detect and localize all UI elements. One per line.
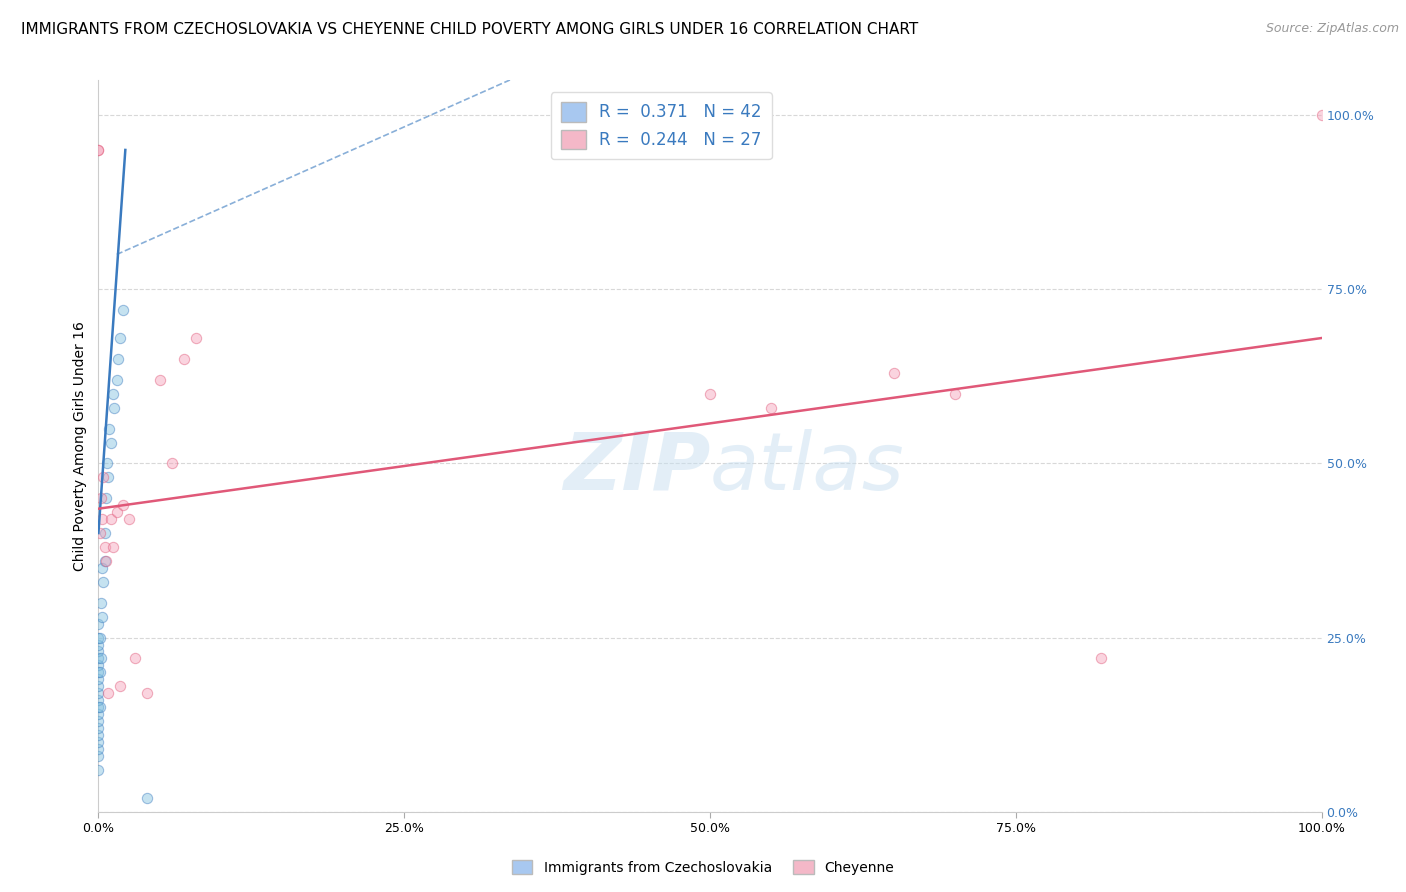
Point bbox=[110, 679, 132, 693]
Point bbox=[87, 742, 110, 756]
Point bbox=[103, 401, 125, 415]
Point bbox=[136, 686, 159, 700]
Point bbox=[124, 651, 146, 665]
Point bbox=[91, 561, 114, 575]
Point bbox=[91, 609, 114, 624]
Point bbox=[94, 554, 117, 568]
Text: IMMIGRANTS FROM CZECHOSLOVAKIA VS CHEYENNE CHILD POVERTY AMONG GIRLS UNDER 16 CO: IMMIGRANTS FROM CZECHOSLOVAKIA VS CHEYEN… bbox=[21, 22, 918, 37]
Legend: R =  0.371   N = 42, R =  0.244   N = 27: R = 0.371 N = 42, R = 0.244 N = 27 bbox=[551, 92, 772, 159]
Point bbox=[160, 457, 183, 471]
Point bbox=[91, 470, 114, 484]
Point bbox=[87, 143, 110, 157]
Point bbox=[883, 366, 905, 380]
Point bbox=[107, 351, 129, 366]
Point bbox=[87, 721, 110, 735]
Point bbox=[111, 303, 134, 318]
Point bbox=[943, 386, 966, 401]
Point bbox=[87, 665, 110, 680]
Point bbox=[87, 700, 110, 714]
Point bbox=[111, 498, 134, 512]
Point bbox=[93, 540, 115, 554]
Y-axis label: Child Poverty Among Girls Under 16: Child Poverty Among Girls Under 16 bbox=[73, 321, 87, 571]
Point bbox=[1090, 651, 1112, 665]
Point bbox=[87, 673, 110, 687]
Point bbox=[87, 631, 110, 645]
Point bbox=[87, 763, 110, 777]
Point bbox=[87, 638, 110, 652]
Point bbox=[1310, 108, 1333, 122]
Point bbox=[89, 631, 111, 645]
Point bbox=[97, 470, 120, 484]
Point bbox=[118, 512, 141, 526]
Point bbox=[90, 651, 112, 665]
Point bbox=[97, 686, 120, 700]
Point bbox=[100, 435, 122, 450]
Legend: Immigrants from Czechoslovakia, Cheyenne: Immigrants from Czechoslovakia, Cheyenne bbox=[506, 855, 900, 880]
Point bbox=[100, 512, 122, 526]
Point bbox=[87, 707, 110, 722]
Point bbox=[761, 401, 783, 415]
Point bbox=[105, 373, 128, 387]
Point bbox=[87, 714, 110, 728]
Point bbox=[149, 373, 172, 387]
Point bbox=[89, 665, 111, 680]
Point bbox=[101, 540, 124, 554]
Point bbox=[87, 679, 110, 693]
Point bbox=[90, 596, 112, 610]
Text: atlas: atlas bbox=[710, 429, 905, 507]
Point bbox=[87, 616, 110, 631]
Point bbox=[87, 693, 110, 707]
Point bbox=[87, 644, 110, 658]
Point bbox=[89, 700, 111, 714]
Point bbox=[87, 686, 110, 700]
Point bbox=[91, 574, 114, 589]
Point bbox=[105, 505, 128, 519]
Point bbox=[87, 735, 110, 749]
Point bbox=[89, 526, 111, 541]
Point bbox=[91, 512, 114, 526]
Point bbox=[87, 749, 110, 764]
Point bbox=[98, 421, 121, 435]
Point bbox=[87, 728, 110, 742]
Point bbox=[93, 554, 115, 568]
Point bbox=[101, 386, 124, 401]
Point bbox=[87, 651, 110, 665]
Point bbox=[87, 143, 110, 157]
Point bbox=[699, 386, 721, 401]
Text: ZIP: ZIP bbox=[562, 429, 710, 507]
Point bbox=[93, 526, 115, 541]
Point bbox=[94, 491, 117, 506]
Point bbox=[173, 351, 195, 366]
Point bbox=[87, 658, 110, 673]
Point bbox=[96, 457, 118, 471]
Point bbox=[136, 790, 159, 805]
Point bbox=[186, 331, 208, 345]
Text: Source: ZipAtlas.com: Source: ZipAtlas.com bbox=[1265, 22, 1399, 36]
Point bbox=[110, 331, 132, 345]
Point bbox=[90, 491, 112, 506]
